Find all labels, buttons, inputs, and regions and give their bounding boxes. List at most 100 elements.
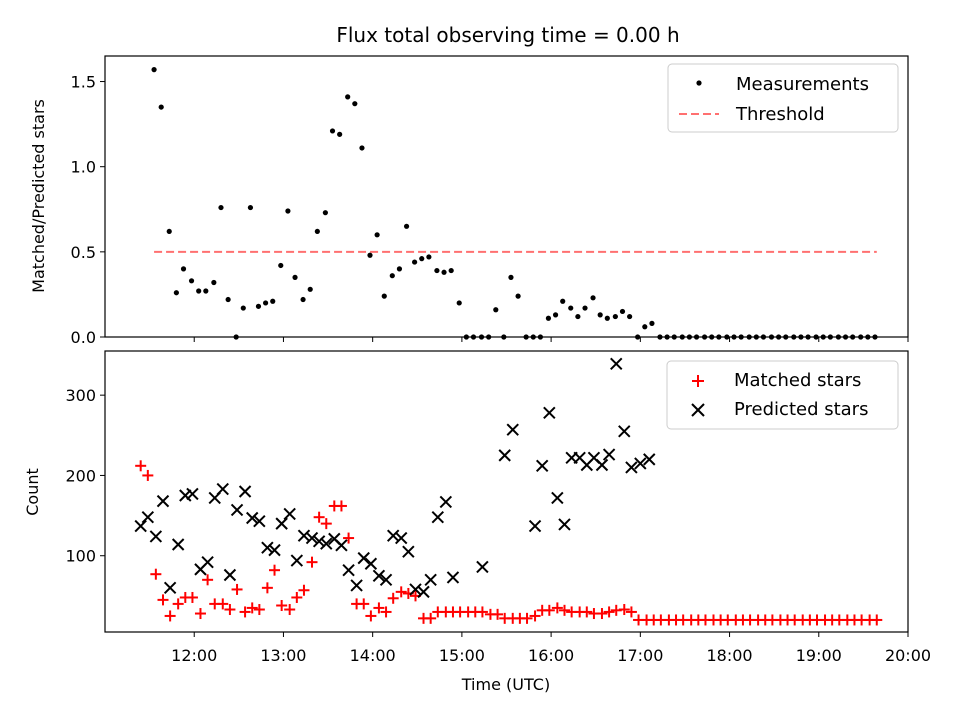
predicted-star-point	[625, 461, 638, 474]
predicted-star-point	[634, 457, 647, 470]
measurement-point	[211, 279, 217, 286]
predicted-x-b	[364, 557, 378, 570]
predicted-x-b	[643, 453, 656, 466]
predicted-star-point	[528, 519, 542, 533]
predicted-x-b	[417, 585, 430, 599]
measurement-point	[448, 267, 454, 274]
predicted-x-b	[424, 573, 437, 587]
measurement-point	[493, 307, 499, 313]
measurement-point	[426, 254, 432, 260]
measurement-point	[218, 204, 224, 211]
matched-star-point	[186, 591, 198, 603]
matched-star-point	[291, 591, 303, 603]
predicted-x-b	[283, 507, 296, 521]
predicted-x-b	[357, 551, 370, 565]
bottom-marks-layer	[134, 357, 883, 626]
matched-star-point	[306, 556, 318, 568]
predicted-star-point	[305, 531, 319, 545]
bottom-ytick-label: 200	[65, 466, 96, 485]
predicted-star-point	[335, 539, 348, 552]
measurement-point	[180, 266, 187, 272]
measurement-point	[270, 298, 276, 304]
predicted-x-b	[395, 531, 408, 545]
matched-star-point	[476, 606, 488, 618]
measurement-point	[166, 228, 172, 235]
matched-star-point	[231, 583, 243, 595]
predicted-star-point	[431, 510, 445, 524]
legend-threshold-label: Threshold	[735, 104, 825, 125]
measurement-point	[381, 293, 387, 299]
matched-star-point	[150, 568, 162, 580]
matched-star-point	[194, 608, 206, 620]
predicted-star-point	[297, 529, 311, 542]
matched-star-point	[253, 604, 265, 616]
measurement-point	[434, 267, 440, 274]
matched-star-point	[135, 460, 147, 472]
predicted-x-b	[238, 485, 252, 498]
predicted-x-b	[602, 448, 616, 461]
top-legend: Measurements Threshold	[667, 63, 899, 133]
predicted-star-point	[141, 510, 155, 524]
predicted-star-point	[551, 491, 564, 505]
predicted-x-b	[573, 451, 586, 464]
predicted-x-b	[201, 555, 214, 569]
matched-star-point	[529, 610, 541, 622]
measurement-point	[329, 128, 336, 134]
matched-star-point	[603, 606, 615, 618]
predicted-star-point	[535, 459, 549, 473]
bottom-ylabel: Count	[23, 468, 42, 516]
predicted-star-point	[424, 573, 437, 587]
predicted-star-point	[342, 563, 355, 577]
predicted-star-point	[395, 531, 408, 545]
predicted-star-point	[350, 579, 363, 592]
matched-star-point	[217, 598, 229, 610]
bottom-xtick-label: 17:00	[617, 646, 663, 665]
predicted-x-b	[476, 560, 489, 574]
predicted-x-b	[297, 529, 311, 542]
predicted-x-b	[223, 568, 237, 582]
predicted-x-b	[186, 487, 199, 501]
predicted-star-point	[364, 557, 378, 570]
predicted-star-point	[610, 357, 623, 371]
measurement-point	[575, 313, 581, 320]
measurement-point	[285, 208, 291, 214]
predicted-star-point	[595, 458, 609, 472]
top-ytick-label: 1.5	[71, 73, 96, 92]
predicted-star-point	[543, 406, 556, 420]
matched-star-point	[269, 564, 281, 576]
predicted-x-b	[171, 538, 185, 551]
matched-star-point	[387, 592, 399, 604]
measurement-point	[151, 67, 157, 73]
matched-star-point	[313, 511, 325, 523]
predicted-star-point	[238, 485, 252, 498]
top-ylabel: Matched/Predicted stars	[29, 99, 48, 293]
measurement-point	[597, 312, 603, 318]
measurement-point	[263, 300, 269, 306]
predicted-x-b	[409, 583, 422, 596]
predicted-star-point	[417, 585, 430, 599]
matched-star-point	[335, 500, 347, 512]
predicted-x-b	[342, 563, 355, 577]
predicted-star-point	[230, 503, 244, 517]
measurement-point	[508, 274, 514, 280]
measurement-point	[389, 273, 395, 279]
matched-star-point	[284, 604, 296, 616]
predicted-x-b	[230, 503, 244, 517]
predicted-star-point	[386, 529, 400, 542]
predicted-x-b	[506, 423, 519, 436]
predicted-star-point	[275, 517, 288, 530]
top-axes-frame	[104, 55, 909, 338]
measurement-point	[590, 295, 596, 301]
predicted-x-b	[618, 425, 631, 438]
legend-predicted-label: Predicted stars	[734, 399, 868, 420]
predicted-star-point	[163, 581, 177, 595]
predicted-star-point	[201, 555, 214, 569]
matched-star-point	[492, 608, 504, 620]
predicted-star-point	[246, 511, 259, 525]
matched-star-point	[157, 594, 169, 606]
bottom-legend-box	[666, 360, 899, 430]
measurement-point	[604, 315, 610, 321]
predicted-star-point	[357, 551, 370, 565]
predicted-star-point	[602, 448, 616, 461]
measurement-point	[515, 293, 521, 299]
